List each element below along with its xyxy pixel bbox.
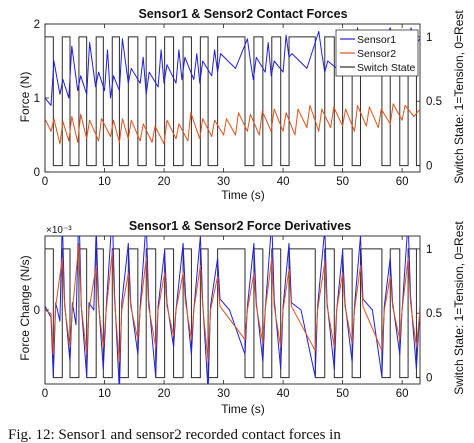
plot-area: 0 10 20 30 40 50 60 0 0 0.5 1	[34, 235, 442, 400]
legend-entry-sensor1: Sensor1	[357, 34, 396, 46]
y2-tick-label: 0	[426, 373, 432, 385]
x-tick-label: 0	[42, 176, 48, 188]
y2-axis-label: Switch State: 1=Tension, 0=Rest	[452, 10, 466, 184]
chart-forces: Sensor1 & Sensor2 Contact Forces Time (s…	[18, 7, 466, 202]
legend-entry-switch-state: Switch State	[357, 62, 416, 74]
x-tick-label: 30	[217, 176, 230, 188]
y-tick-label: 0	[34, 167, 40, 179]
x-tick-label: 40	[277, 388, 290, 400]
y2-tick-label: 0	[426, 161, 432, 173]
y-axis-label: Force Change (N/s)	[18, 255, 32, 360]
x-tick-label: 60	[396, 388, 409, 400]
y2-tick-label: 1	[426, 32, 432, 44]
series-sensor1	[45, 236, 420, 384]
y2-tick-label: 0.5	[426, 308, 442, 320]
x-tick-label: 20	[158, 176, 171, 188]
series-switch-state	[45, 248, 420, 379]
series-switch-state	[45, 36, 420, 167]
x-tick-label: 30	[217, 388, 230, 400]
figure-caption: Fig. 12: Sensor1 and sensor2 recorded co…	[8, 427, 341, 443]
plot-frame	[44, 235, 421, 385]
x-tick-label: 50	[336, 388, 349, 400]
x-tick-label: 0	[42, 388, 48, 400]
y-axis-exponent: ×10⁻³	[46, 225, 72, 236]
y-axis-label: Force (N)	[18, 72, 32, 123]
x-tick-label: 20	[158, 388, 171, 400]
y-tick-label: 2	[34, 19, 40, 31]
x-axis-label: Time (s)	[221, 402, 265, 416]
chart-title: Sensor1 & Sensor2 Contact Forces	[138, 7, 347, 21]
legend-entry-sensor2: Sensor2	[357, 48, 396, 60]
series-group	[45, 236, 420, 384]
x-tick-label: 10	[98, 176, 111, 188]
x-tick-label: 10	[98, 388, 111, 400]
legend: Sensor1 Sensor2 Switch State	[335, 29, 419, 77]
x-tick-label: 50	[336, 176, 349, 188]
y-tick-label: 1	[34, 93, 40, 105]
series-sensor2	[45, 242, 420, 363]
x-axis-label: Time (s)	[221, 188, 265, 202]
y2-tick-label: 0.5	[426, 96, 442, 108]
chart-derivatives: Sensor1 & Sensor2 Force Derivatives ×10⁻…	[18, 219, 466, 416]
series-sensor2	[45, 103, 420, 145]
y-tick-label: 0	[34, 305, 40, 317]
chart-title: Sensor1 & Sensor2 Force Derivatives	[129, 219, 351, 233]
y2-axis-label: Switch State: 1=Tension, 0=Rest	[452, 221, 466, 395]
x-tick-label: 40	[277, 176, 290, 188]
y2-tick-label: 1	[426, 244, 432, 256]
x-tick-label: 60	[396, 176, 409, 188]
